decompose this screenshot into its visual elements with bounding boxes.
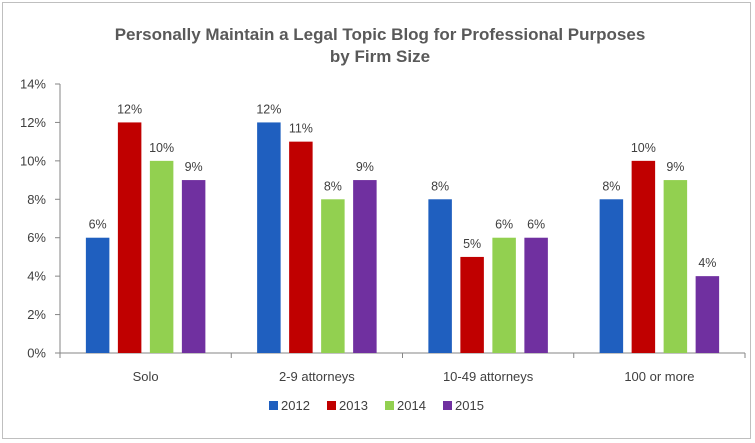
data-label: 6% [495, 218, 513, 232]
y-tick-label: 2% [27, 307, 46, 322]
bar [428, 199, 452, 353]
legend-label: 2013 [339, 398, 368, 413]
data-label: 12% [256, 102, 281, 116]
data-label: 9% [666, 160, 684, 174]
chart-subtitle: by Firm Size [330, 47, 430, 66]
legend-swatch [327, 401, 336, 410]
bar [321, 199, 345, 353]
y-tick-label: 10% [20, 153, 46, 168]
data-label: 9% [185, 160, 203, 174]
y-tick-label: 14% [20, 77, 46, 92]
bar [117, 122, 142, 353]
data-label: 8% [324, 179, 342, 193]
y-tick-label: 12% [20, 115, 46, 130]
bars-group [85, 122, 720, 353]
bar [149, 160, 174, 353]
legend-label: 2014 [397, 398, 426, 413]
data-label: 6% [527, 218, 545, 232]
legend: 2012 2013 2014 2015 [269, 398, 484, 413]
legend-label: 2015 [455, 398, 484, 413]
data-label: 9% [356, 160, 374, 174]
data-label: 10% [631, 141, 656, 155]
data-label: 4% [698, 256, 716, 270]
data-label: 6% [89, 218, 107, 232]
data-label: 12% [117, 102, 142, 116]
bar [599, 199, 624, 353]
legend-swatch [385, 401, 394, 410]
bar [695, 276, 720, 353]
legend-swatch [443, 401, 452, 410]
y-tick-label: 8% [27, 192, 46, 207]
bar [181, 180, 206, 353]
x-tick-label: 10-49 attorneys [443, 369, 534, 384]
bar [631, 160, 656, 353]
data-labels-group: 6% 12% 10% 9% 12% 11% 8% 9% 8% 5% 6% 6% 8% 10% 9% 4% [89, 102, 717, 270]
data-label: 5% [463, 237, 481, 251]
bar [353, 180, 377, 353]
chart-title: Personally Maintain a Legal Topic Blog f… [115, 25, 646, 44]
y-tick-label: 6% [27, 230, 46, 245]
data-label: 8% [602, 179, 620, 193]
data-label: 10% [149, 141, 174, 155]
y-tick-label: 4% [27, 269, 46, 284]
bar [289, 141, 313, 353]
axes: 0% 2% 4% 6% 8% 10% 12% 14% Solo 2-9 attorneys 10-4… [20, 77, 746, 384]
y-tick-label: 0% [27, 346, 46, 361]
data-label: 8% [431, 179, 449, 193]
x-tick-label: Solo [133, 369, 159, 384]
bar [492, 237, 516, 353]
x-tick-label: 100 or more [624, 369, 694, 384]
bar [257, 122, 281, 353]
bar [460, 256, 484, 353]
data-label: 11% [289, 122, 313, 136]
bar [663, 180, 688, 353]
legend-swatch [269, 401, 278, 410]
x-tick-label: 2-9 attorneys [279, 369, 355, 384]
bar [85, 237, 110, 353]
legend-label: 2012 [281, 398, 310, 413]
bar [524, 237, 548, 353]
